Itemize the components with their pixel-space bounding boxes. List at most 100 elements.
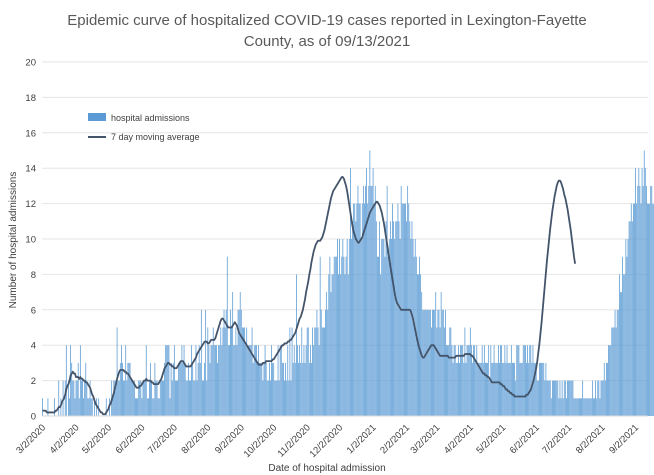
bar — [623, 274, 625, 416]
bar — [236, 345, 238, 416]
bar — [105, 398, 107, 416]
bar — [477, 362, 479, 416]
x-axis-label: Date of hospital admission — [268, 463, 385, 474]
bar — [280, 345, 282, 416]
bar — [213, 345, 215, 416]
bar — [420, 274, 422, 416]
bar — [310, 345, 311, 416]
bar — [118, 380, 120, 416]
bar — [189, 380, 190, 416]
bar — [519, 362, 521, 416]
bar — [521, 362, 523, 416]
bar — [249, 345, 251, 416]
x-tick-label: 12/2/2020 — [308, 422, 346, 460]
bar — [276, 380, 278, 416]
bar — [302, 362, 304, 416]
bar — [434, 309, 436, 416]
x-tick-label: 7/2/2021 — [540, 422, 574, 456]
bar — [88, 398, 90, 416]
bar — [373, 203, 375, 416]
bar — [112, 398, 114, 416]
bar — [143, 380, 145, 416]
x-tick-label: 6/2/2021 — [508, 422, 542, 456]
bar — [616, 309, 618, 416]
bar — [383, 239, 385, 416]
bar — [234, 345, 236, 416]
bar — [158, 398, 160, 416]
y-tick-label: 12 — [25, 199, 36, 210]
x-tick-label: 11/2/2020 — [276, 422, 313, 459]
x-tick-label: 2/2/2021 — [378, 422, 412, 456]
bar — [288, 380, 290, 416]
bar — [543, 362, 545, 416]
legend-label-7-day-average: 7 day moving average — [111, 132, 200, 142]
bar — [151, 380, 153, 416]
bar — [350, 168, 351, 416]
bar — [87, 398, 89, 416]
bar — [563, 380, 565, 416]
legend-swatch-hospital-admissions — [88, 113, 106, 121]
bar — [142, 380, 144, 416]
bar — [486, 362, 487, 416]
bar — [207, 327, 209, 416]
bar — [574, 398, 576, 416]
bar — [237, 309, 239, 416]
bar — [271, 345, 272, 416]
bar — [200, 309, 202, 416]
bar — [85, 362, 87, 416]
bar — [226, 256, 228, 416]
bar — [136, 398, 137, 416]
bar — [504, 345, 506, 416]
bar — [261, 362, 263, 416]
bar — [71, 362, 73, 416]
bar — [257, 362, 258, 416]
bar — [253, 345, 255, 416]
bar — [135, 398, 136, 416]
bar — [208, 345, 210, 416]
bar — [426, 309, 428, 416]
bar — [424, 309, 426, 416]
bar — [617, 309, 619, 416]
bar — [433, 309, 434, 416]
bar — [267, 380, 269, 416]
bar — [304, 362, 306, 416]
bar — [132, 380, 134, 416]
bar — [506, 345, 508, 416]
bar — [603, 362, 605, 416]
bar — [375, 221, 377, 416]
bar — [435, 292, 437, 416]
bar — [211, 345, 213, 416]
bar — [432, 309, 433, 416]
bar — [585, 398, 587, 416]
bar — [94, 398, 95, 416]
bar — [533, 362, 535, 416]
bar — [312, 327, 313, 416]
bar — [223, 309, 225, 416]
bar — [531, 362, 533, 416]
bar — [239, 292, 241, 416]
bar — [487, 362, 488, 416]
bar — [299, 345, 301, 416]
bar — [368, 185, 370, 416]
bar — [206, 380, 208, 416]
bar — [478, 362, 480, 416]
bar — [221, 345, 223, 416]
bar — [311, 362, 312, 416]
bar — [580, 398, 581, 416]
bar — [344, 274, 346, 416]
bar — [601, 380, 603, 416]
bar — [181, 345, 183, 416]
legend-label-hospital-admissions: hospital admissions — [111, 113, 190, 123]
bar — [374, 185, 376, 416]
bar — [274, 380, 276, 416]
bar — [343, 256, 345, 416]
bar — [348, 239, 350, 416]
bar — [496, 362, 498, 416]
bar — [377, 256, 378, 416]
bar — [352, 221, 353, 416]
bar — [527, 345, 528, 416]
bar — [305, 345, 307, 416]
bar — [442, 309, 444, 416]
bar — [308, 362, 310, 416]
